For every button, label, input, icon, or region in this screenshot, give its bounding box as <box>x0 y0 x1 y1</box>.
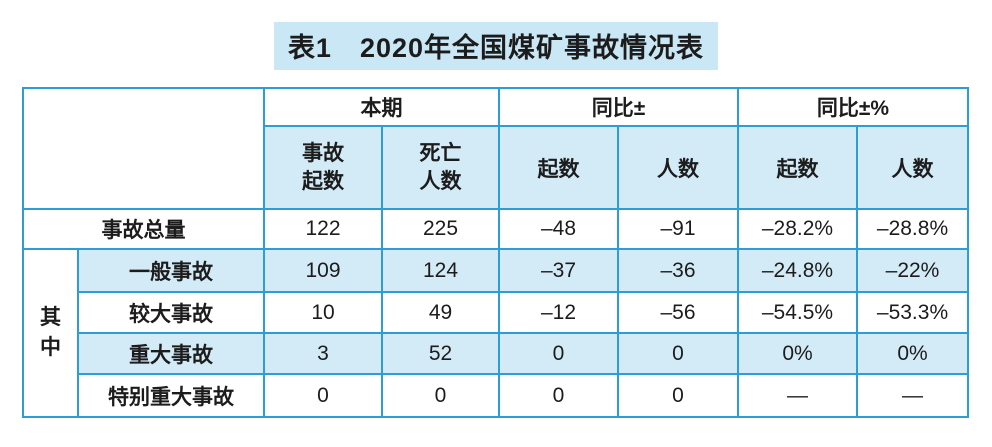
general-death-count: 124 <box>381 248 500 293</box>
total-death-count: 225 <box>381 208 500 250</box>
subheader-yoy-pct-cases: 起数 <box>737 125 858 210</box>
extra-major-yoy-pct-deaths: — <box>855 373 970 418</box>
larger-yoy-pct-cases: –54.5% <box>737 291 858 334</box>
larger-yoy-deaths: –56 <box>617 291 739 334</box>
accident-stats-table: 本期 同比± 同比±% 事故 起数 死亡 人数 起数 人数 起数 人数 事故总量… <box>22 87 970 418</box>
table-row-larger: 较大事故 10 49 –12 –56 –54.5% –53.3% <box>23 291 970 334</box>
larger-accident-count: 10 <box>263 291 383 334</box>
general-yoy-pct-cases: –24.8% <box>737 248 858 293</box>
total-yoy-pct-deaths: –28.8% <box>855 208 970 250</box>
extra-major-death-count: 0 <box>381 373 500 418</box>
general-yoy-deaths: –36 <box>617 248 739 293</box>
row-label-extra-major: 特别重大事故 <box>77 373 265 418</box>
subheader-yoy-cases: 起数 <box>498 125 619 210</box>
subheader-yoy-pct-deaths: 人数 <box>855 125 970 210</box>
extra-major-yoy-deaths: 0 <box>617 373 739 418</box>
general-accident-count: 109 <box>263 248 383 293</box>
corner-cell <box>22 87 265 210</box>
total-accident-count: 122 <box>263 208 383 250</box>
header-yoy: 同比± <box>498 87 739 127</box>
row-label-larger: 较大事故 <box>77 291 265 334</box>
subheader-accident-count: 事故 起数 <box>263 125 383 210</box>
table-title-highlight: 表1 2020年全国煤矿事故情况表 <box>273 22 719 70</box>
total-row-label: 事故总量 <box>22 208 265 250</box>
total-yoy-pct-cases: –28.2% <box>737 208 858 250</box>
table-row-general: 其 中 一般事故 109 124 –37 –36 –24.8% –22% <box>22 248 970 418</box>
major-yoy-cases: 0 <box>498 332 619 375</box>
subheader-death-count: 死亡 人数 <box>381 125 500 210</box>
total-yoy-deaths: –91 <box>617 208 739 250</box>
extra-major-accident-count: 0 <box>263 373 383 418</box>
table-title-text: 2020年全国煤矿事故情况表 <box>359 33 705 63</box>
header-yoy-pct: 同比±% <box>736 87 970 127</box>
major-accident-count: 3 <box>263 332 383 375</box>
row-label-major: 重大事故 <box>77 332 265 375</box>
among-which-label: 其 中 <box>22 248 79 418</box>
larger-yoy-cases: –12 <box>498 291 619 334</box>
extra-major-yoy-pct-cases: — <box>737 373 858 418</box>
row-label-general: 一般事故 <box>77 248 265 293</box>
subheader-yoy-deaths: 人数 <box>617 125 739 210</box>
general-yoy-cases: –37 <box>498 248 619 293</box>
total-row: 事故总量 122 225 –48 –91 –28.2% –28.8% <box>22 208 970 250</box>
sub-header-row: 事故 起数 死亡 人数 起数 人数 起数 人数 <box>23 125 970 210</box>
total-yoy-cases: –48 <box>498 208 619 250</box>
table-row-extra-major: 特别重大事故 0 0 0 0 — — <box>23 373 970 418</box>
major-yoy-deaths: 0 <box>617 332 739 375</box>
header-period: 本期 <box>263 87 500 127</box>
general-yoy-pct-deaths: –22% <box>855 248 970 293</box>
major-yoy-pct-cases: 0% <box>737 332 858 375</box>
major-death-count: 52 <box>381 332 500 375</box>
larger-death-count: 49 <box>381 291 500 334</box>
group-header-row: 本期 同比± 同比±% <box>22 87 970 210</box>
extra-major-yoy-cases: 0 <box>498 373 619 418</box>
table-number-label: 表1 <box>287 33 332 63</box>
table-row-major: 重大事故 3 52 0 0 0% 0% <box>23 332 970 375</box>
major-yoy-pct-deaths: 0% <box>855 332 970 375</box>
table-title: 表1 2020年全国煤矿事故情况表 <box>0 22 992 70</box>
larger-yoy-pct-deaths: –53.3% <box>855 291 970 334</box>
